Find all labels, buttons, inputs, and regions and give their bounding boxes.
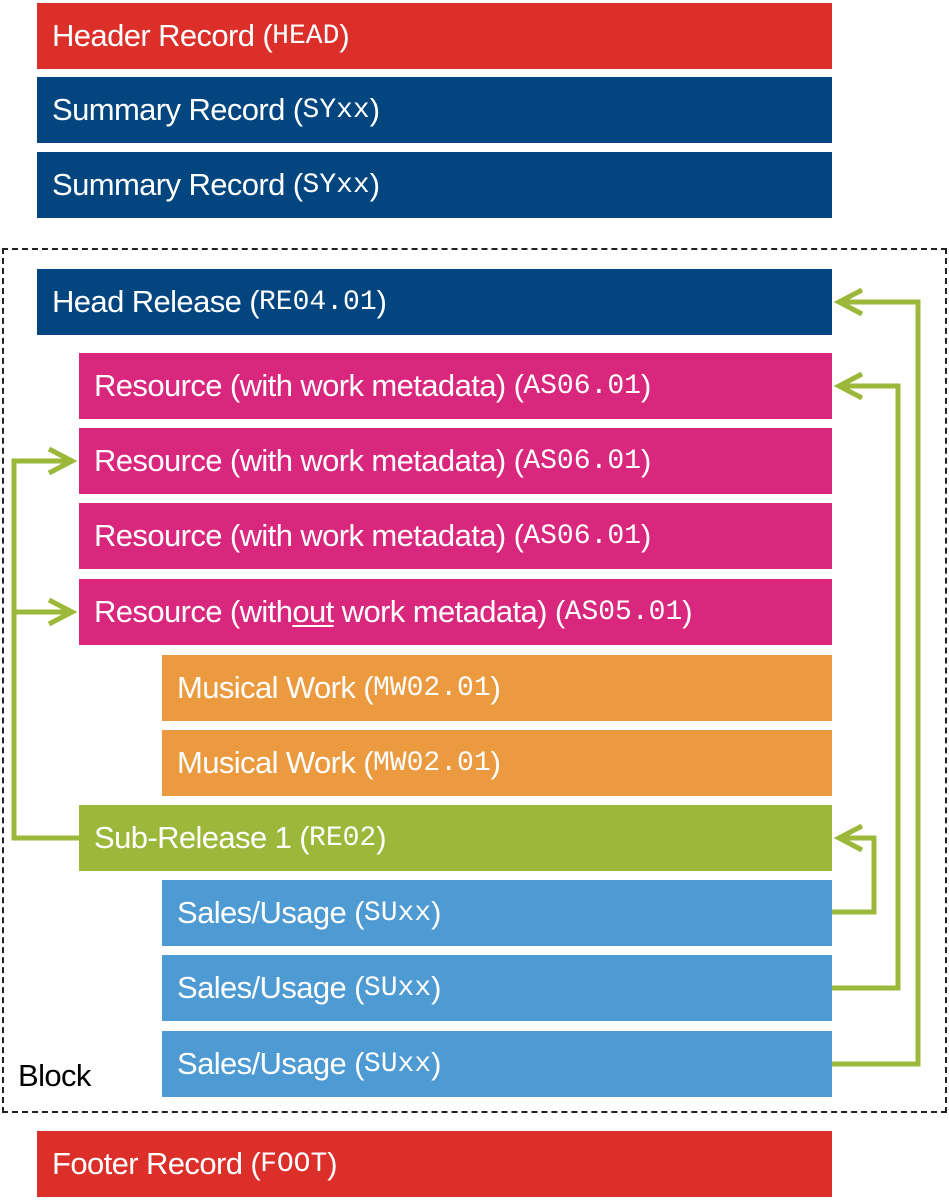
sales-usage-record: Sales/Usage (SUxx) — [162, 880, 832, 946]
block-label: Block — [18, 1058, 91, 1093]
arrow-sub-release-to-resources — [11, 458, 79, 841]
arrowhead-icon — [833, 371, 864, 401]
sub-release-label: Sub-Release 1 ( — [94, 820, 310, 855]
sales-usage-label: Sales/Usage ( — [177, 1046, 365, 1081]
header-record-code: HEAD — [272, 20, 340, 52]
sales-usage-label: Sales/Usage ( — [177, 895, 365, 930]
sales-usage-code: SUxx — [363, 897, 432, 929]
sales-usage-close: ) — [431, 895, 441, 930]
resource-without-close: ) — [682, 594, 692, 629]
sales-usage-close: ) — [431, 1046, 441, 1081]
head-release-close: ) — [376, 284, 387, 319]
musical-work-code: MW02.01 — [373, 747, 491, 779]
resource-close: ) — [640, 368, 651, 403]
resource-without-work-record: Resource (with out work metadata) (AS05.0… — [79, 579, 832, 645]
musical-work-code: MW02.01 — [373, 672, 491, 704]
arrow-sales-usage-3-to-head-release — [832, 299, 921, 1067]
resource-label: Resource (with work metadata) ( — [94, 518, 524, 553]
arrowhead-icon — [833, 287, 864, 317]
musical-work-label: Musical Work ( — [177, 745, 374, 780]
arrowhead-icon — [833, 823, 864, 853]
resource-without-post: work metadata) ( — [333, 594, 566, 629]
resource-code: AS06.01 — [523, 445, 641, 477]
sales-usage-close: ) — [431, 970, 441, 1005]
footer-record-close: ) — [327, 1146, 338, 1181]
summary-record: Summary Record (SYxx) — [37, 152, 832, 218]
summary-record-close: ) — [369, 92, 380, 127]
sub-release-close: ) — [376, 820, 386, 855]
resource-record: Resource (with work metadata) (AS06.01) — [79, 503, 832, 569]
musical-work-close: ) — [490, 670, 501, 705]
sales-usage-record: Sales/Usage (SUxx) — [162, 1031, 832, 1097]
musical-work-record: Musical Work (MW02.01) — [162, 655, 832, 721]
arrow-sales-usage-1-to-sub-release — [832, 835, 877, 915]
resource-record: Resource (with work metadata) (AS06.01) — [79, 428, 832, 494]
header-record-close: ) — [339, 18, 350, 53]
arrow-sales-usage-2-to-resource — [832, 383, 901, 991]
sales-usage-label: Sales/Usage ( — [177, 970, 365, 1005]
summary-record-label: Summary Record ( — [52, 167, 303, 202]
footer-record-label: Footer Record ( — [52, 1146, 261, 1181]
header-record-label: Header Record ( — [52, 18, 273, 53]
footer-record-code: FOOT — [260, 1148, 328, 1180]
summary-record-close: ) — [369, 167, 380, 202]
sales-usage-record: Sales/Usage (SUxx) — [162, 955, 832, 1021]
arrowhead-icon — [47, 446, 78, 476]
resource-close: ) — [640, 443, 651, 478]
head-release-label: Head Release ( — [52, 284, 260, 319]
summary-record: Summary Record (SYxx) — [37, 77, 832, 143]
sales-usage-code: SUxx — [363, 1048, 432, 1080]
resource-code: AS06.01 — [523, 370, 641, 402]
resource-label: Resource (with work metadata) ( — [94, 368, 524, 403]
musical-work-label: Musical Work ( — [177, 670, 374, 705]
sub-release-code: RE02 — [309, 822, 377, 854]
head-release-code: RE04.01 — [259, 286, 377, 318]
resource-code: AS06.01 — [523, 520, 641, 552]
resource-without-pre: Resource (with — [94, 594, 293, 629]
resource-close: ) — [640, 518, 651, 553]
sub-release-record: Sub-Release 1 (RE02) — [79, 805, 832, 871]
summary-record-code: SYxx — [302, 169, 370, 201]
sales-usage-code: SUxx — [363, 972, 432, 1004]
resource-label: Resource (with work metadata) ( — [94, 443, 524, 478]
block-border — [2, 248, 947, 1113]
summary-record-label: Summary Record ( — [52, 92, 303, 127]
footer-record: Footer Record (FOOT) — [37, 1131, 832, 1197]
arrowhead-icon — [47, 597, 78, 627]
musical-work-close: ) — [490, 745, 501, 780]
header-record: Header Record (HEAD) — [37, 3, 832, 69]
head-release-record: Head Release (RE04.01) — [37, 269, 832, 335]
musical-work-record: Musical Work (MW02.01) — [162, 730, 832, 796]
summary-record-code: SYxx — [302, 94, 370, 126]
resource-without-underlined: out — [292, 594, 334, 629]
resource-record: Resource (with work metadata) (AS06.01) — [79, 353, 832, 419]
resource-without-code: AS05.01 — [564, 596, 683, 628]
